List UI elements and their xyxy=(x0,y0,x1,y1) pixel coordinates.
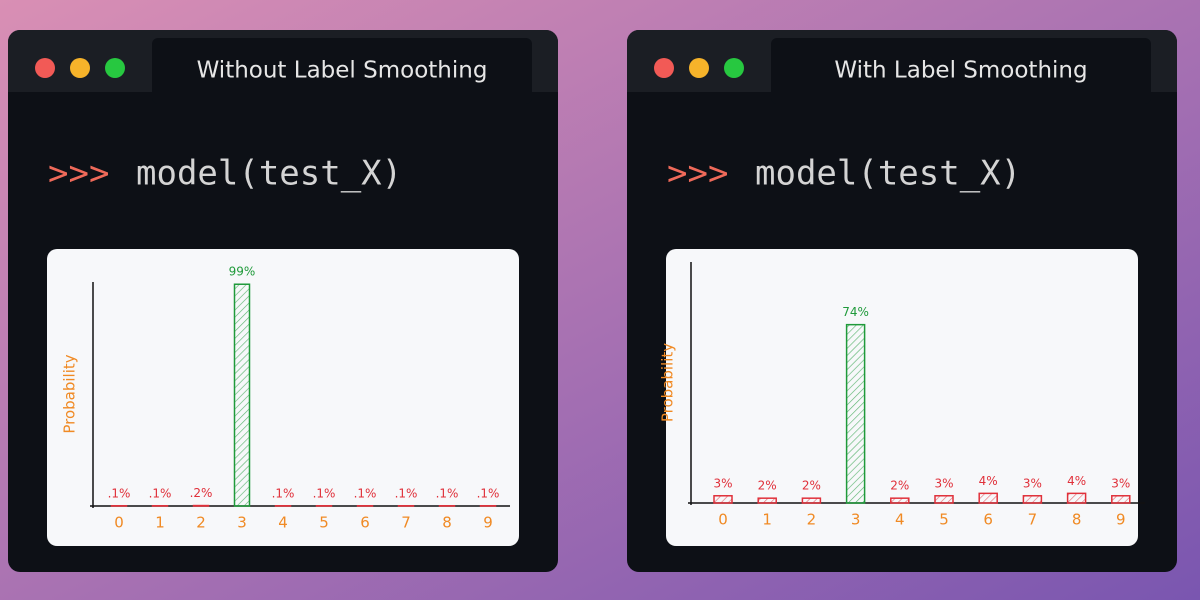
value-label: 2% xyxy=(890,479,909,493)
value-label: .1% xyxy=(354,486,377,500)
x-tick-label: 6 xyxy=(983,511,993,529)
value-label: .1% xyxy=(395,486,418,500)
x-tick-label: 3 xyxy=(237,514,247,532)
x-tick-label: 8 xyxy=(442,514,452,532)
x-tick-label: 7 xyxy=(401,514,411,532)
x-tick-label: 4 xyxy=(278,514,288,532)
x-tick-label: 0 xyxy=(114,514,124,532)
bar xyxy=(757,497,777,504)
x-tick-label: 0 xyxy=(718,511,728,529)
value-label: 74% xyxy=(842,305,869,319)
value-label: .1% xyxy=(149,486,172,500)
bar xyxy=(801,497,822,504)
value-label: .1% xyxy=(108,486,131,500)
y-axis-label: Probability xyxy=(61,354,79,433)
x-tick-label: 9 xyxy=(1116,511,1126,529)
x-tick-label: 2 xyxy=(807,511,817,529)
value-label: 99% xyxy=(229,265,256,279)
tab xyxy=(771,38,1151,104)
window: With Label Smoothing >>> model(test_X) Prob… xyxy=(627,30,1177,572)
tab-title: With Label Smoothing xyxy=(834,58,1087,84)
x-tick-label: 7 xyxy=(1028,511,1038,529)
x-tick-label: 2 xyxy=(196,514,206,532)
window-button xyxy=(724,58,744,78)
bar xyxy=(1022,495,1043,504)
value-label: .1% xyxy=(436,486,459,500)
x-tick-label: 5 xyxy=(319,514,329,532)
window-button xyxy=(70,58,90,78)
command: model(test_X) xyxy=(136,154,402,194)
window: Without Label Smoothing >>> model(test_X) P… xyxy=(8,30,558,572)
bar xyxy=(1111,495,1131,504)
x-tick-label: 1 xyxy=(155,514,165,532)
bar xyxy=(233,283,251,507)
value-label: 3% xyxy=(934,476,953,490)
x-tick-label: 6 xyxy=(360,514,370,532)
value-label: .2% xyxy=(190,486,213,500)
bar xyxy=(845,323,866,504)
window-button xyxy=(654,58,674,78)
window-button xyxy=(689,58,709,78)
x-tick-label: 8 xyxy=(1072,511,1082,529)
value-label: 2% xyxy=(802,479,821,493)
chart-card xyxy=(47,249,519,546)
x-tick-label: 4 xyxy=(895,511,905,529)
x-tick-label: 9 xyxy=(483,514,493,532)
chart-card xyxy=(666,249,1138,546)
x-tick-label: 3 xyxy=(851,511,861,529)
value-label: 3% xyxy=(1111,476,1130,490)
value-label: .1% xyxy=(313,486,336,500)
bar xyxy=(1066,492,1087,504)
command: model(test_X) xyxy=(755,154,1021,194)
tab-title: Without Label Smoothing xyxy=(197,58,488,84)
value-label: 3% xyxy=(713,476,732,490)
value-label: 3% xyxy=(1023,476,1042,490)
bar xyxy=(978,492,998,504)
bar xyxy=(934,495,954,504)
prompt: >>> xyxy=(48,154,109,194)
value-label: .1% xyxy=(477,486,500,500)
value-label: 4% xyxy=(1067,474,1086,488)
window-button xyxy=(35,58,55,78)
x-tick-label: 1 xyxy=(762,511,772,529)
x-tick-label: 5 xyxy=(939,511,949,529)
value-label: 2% xyxy=(758,479,777,493)
window-button xyxy=(105,58,125,78)
y-axis-label: Probability xyxy=(659,343,677,422)
bar xyxy=(713,495,733,504)
bar xyxy=(890,497,910,504)
value-label: .1% xyxy=(272,486,295,500)
tab xyxy=(152,38,532,104)
prompt: >>> xyxy=(667,154,728,194)
value-label: 4% xyxy=(979,474,998,488)
